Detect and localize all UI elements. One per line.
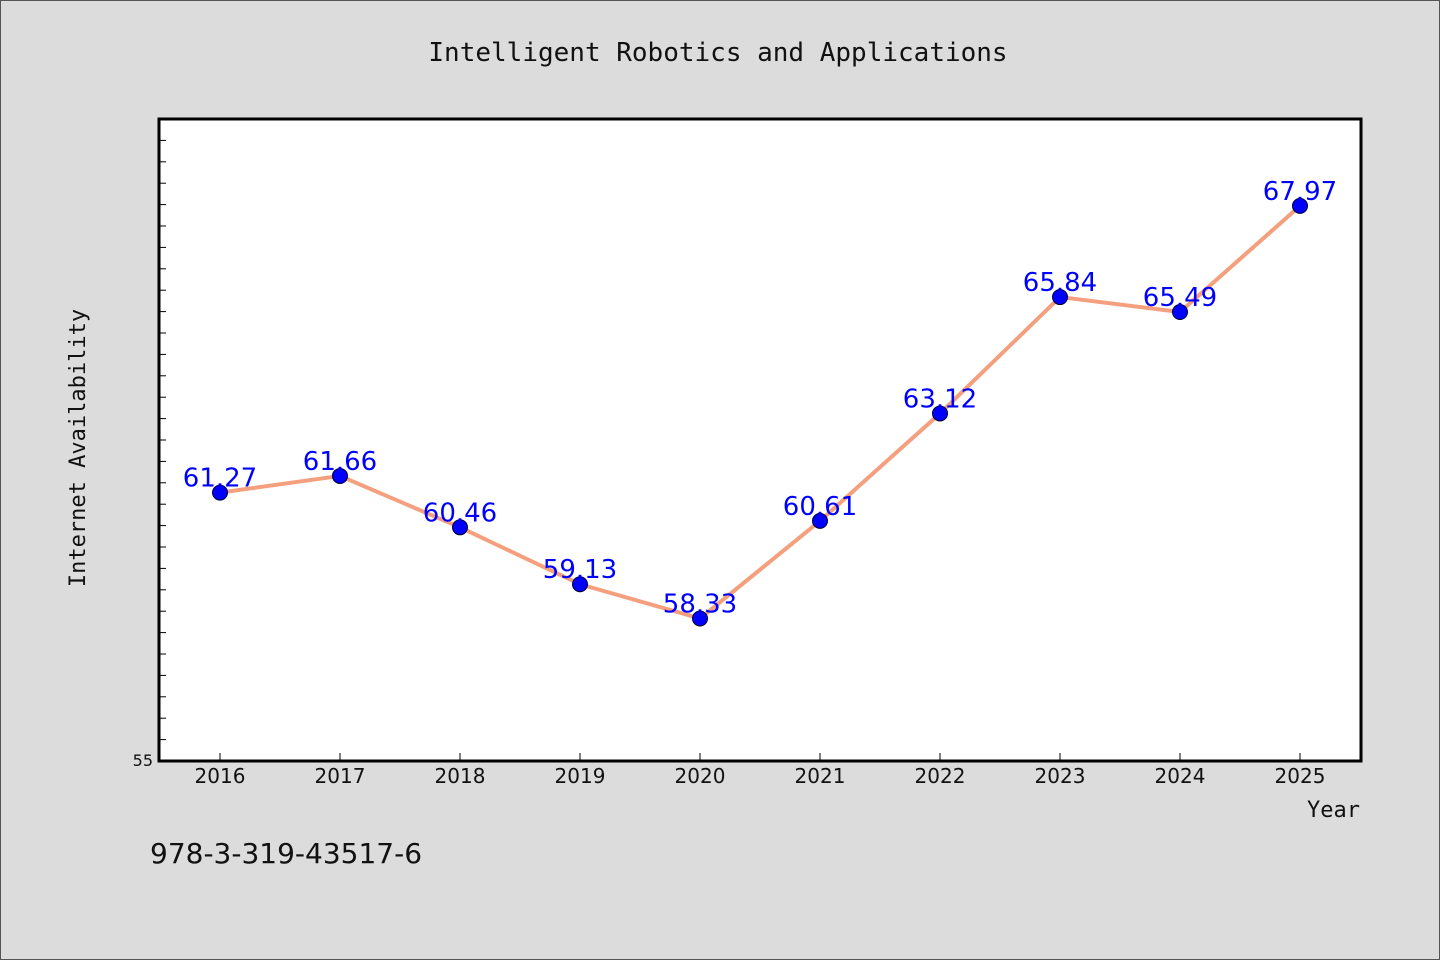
x-tick-label: 2017 [315, 764, 366, 788]
data-point [812, 512, 828, 529]
data-label: 61.66 [303, 447, 377, 477]
x-tick-label: 2022 [915, 764, 966, 788]
x-tick-label: 2024 [1155, 764, 1206, 788]
data-point [1052, 289, 1068, 306]
data-label: 59.13 [543, 555, 617, 585]
x-tick-label: 2019 [555, 764, 606, 788]
x-tick-label: 2016 [195, 764, 246, 788]
data-label: 65.49 [1143, 283, 1217, 313]
chart-title: Intelligent Robotics and Applications [428, 38, 1007, 68]
data-point [932, 405, 948, 422]
data-label: 63.12 [903, 384, 977, 414]
data-label: 60.46 [423, 498, 497, 528]
data-label: 65.84 [1023, 268, 1097, 298]
data-markers [212, 197, 1308, 627]
data-point [572, 576, 588, 593]
data-label: 58.33 [663, 589, 737, 619]
series-line [218, 203, 1302, 621]
data-label: 61.27 [183, 464, 257, 494]
data-point [452, 519, 468, 536]
data-label: 67.97 [1263, 177, 1337, 207]
data-label: 60.61 [783, 492, 857, 522]
data-point [212, 484, 228, 501]
data-point [332, 467, 348, 484]
x-tick-label: 2025 [1275, 764, 1326, 788]
x-tick-label: 2023 [1035, 764, 1086, 788]
y-axis-ticks [159, 139, 166, 741]
data-point [692, 610, 708, 627]
data-point [1292, 197, 1308, 214]
footer-isbn: 978-3-319-43517-6 [150, 837, 422, 870]
x-axis-ticks [219, 753, 1301, 761]
y-axis-min-label: 55 [133, 751, 153, 770]
x-axis-label: Year [1307, 798, 1360, 823]
x-tick-label: 2018 [435, 764, 486, 788]
x-axis-tick-labels: 2016 2017 2018 2019 2020 2021 2022 2023 2024 2025 [195, 764, 1326, 788]
x-tick-label: 2020 [675, 764, 726, 788]
data-point [1172, 304, 1188, 321]
data-labels: 61.27 61.66 60.46 59.13 58.33 60.61 63.12 65.84… [183, 177, 1337, 620]
y-axis-label: Internet Availability [66, 309, 91, 587]
x-tick-label: 2021 [795, 764, 846, 788]
plot-area [157, 117, 1363, 763]
